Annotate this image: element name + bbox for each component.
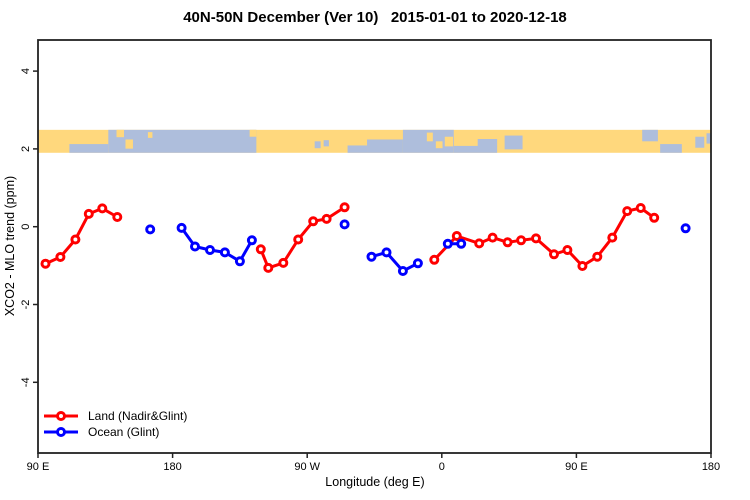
map-band-ocean-patch bbox=[695, 136, 705, 148]
land-data-point bbox=[577, 261, 588, 271]
legend-marker-land-icon bbox=[44, 411, 78, 421]
legend-item-land: Land (Nadir&Glint) bbox=[42, 408, 187, 424]
ocean-data-point bbox=[176, 222, 187, 233]
x-tick-label: 90 W bbox=[294, 461, 320, 473]
ocean-data-point bbox=[412, 258, 423, 269]
land-data-point bbox=[97, 203, 108, 214]
x-tick-label: 90 E bbox=[565, 461, 588, 473]
land-data-point bbox=[83, 208, 94, 219]
legend-marker-ocean-icon bbox=[44, 427, 78, 437]
land-data-point bbox=[451, 231, 462, 241]
ocean-data-point bbox=[234, 256, 245, 267]
map-band-ocean-patch bbox=[660, 144, 682, 153]
ocean-data-point bbox=[339, 219, 350, 230]
map-band-ocean-patch bbox=[477, 139, 498, 147]
land-data-point bbox=[474, 238, 485, 249]
legend-label-ocean: Ocean (Glint) bbox=[88, 425, 160, 439]
legend-label-land: Land (Nadir&Glint) bbox=[88, 409, 188, 423]
land-data-point bbox=[40, 258, 51, 269]
map-band-ocean-patch bbox=[69, 144, 109, 153]
land-data-point bbox=[321, 213, 332, 224]
land-data-point bbox=[487, 232, 498, 243]
y-tick-label: 4 bbox=[20, 68, 32, 74]
ocean-series-line bbox=[370, 250, 420, 273]
y-tick-label: -2 bbox=[20, 300, 32, 310]
land-data-point bbox=[562, 245, 573, 255]
map-band-island-patch bbox=[147, 132, 153, 138]
x-tick-label: 180 bbox=[702, 461, 720, 473]
land-data-point bbox=[55, 252, 66, 262]
ocean-data-point bbox=[145, 224, 156, 235]
land-data-point bbox=[429, 254, 440, 265]
land-data-point bbox=[308, 216, 319, 227]
land-data-point bbox=[263, 262, 274, 273]
land-data-point bbox=[293, 234, 304, 245]
ocean-data-point bbox=[246, 235, 257, 246]
ocean-data-point bbox=[219, 247, 230, 258]
map-band-island-patch bbox=[444, 136, 454, 147]
land-data-point bbox=[592, 251, 603, 262]
land-data-point bbox=[649, 212, 660, 223]
land-data-point bbox=[622, 206, 633, 217]
land-data-point bbox=[278, 257, 289, 268]
map-band-ocean-patch bbox=[314, 141, 321, 149]
map-band-ocean-patch bbox=[323, 140, 329, 147]
land-data-point bbox=[502, 237, 513, 248]
land-series-line bbox=[432, 206, 656, 268]
legend: Land (Nadir&Glint) Ocean (Glint) bbox=[42, 408, 187, 440]
land-data-point bbox=[607, 232, 618, 243]
land-data-point bbox=[531, 233, 541, 244]
ocean-data-point bbox=[190, 241, 200, 252]
map-band-island-patch bbox=[249, 129, 257, 137]
map-band-island-patch bbox=[435, 141, 443, 149]
y-tick-label: -4 bbox=[20, 377, 32, 387]
x-tick-label: 0 bbox=[439, 461, 445, 473]
map-band-island-patch bbox=[125, 139, 133, 149]
ocean-data-point bbox=[442, 238, 453, 249]
chart-title: 40N-50N December (Ver 10) 2015-01-01 to … bbox=[183, 9, 567, 26]
map-band-island-patch bbox=[116, 129, 124, 138]
x-tick-label: 180 bbox=[163, 461, 181, 473]
map-band-ocean-patch bbox=[367, 139, 403, 153]
map-band-ocean-patch bbox=[108, 129, 257, 153]
land-data-point bbox=[255, 244, 266, 255]
map-band-ocean-patch bbox=[453, 145, 498, 153]
ocean-data-point bbox=[205, 245, 215, 255]
land-data-point bbox=[112, 212, 123, 222]
x-axis-title: Longitude (deg E) bbox=[325, 475, 425, 489]
legend-item-ocean: Ocean (Glint) bbox=[42, 424, 187, 440]
land-data-point bbox=[549, 249, 559, 260]
ocean-data-point bbox=[680, 223, 691, 234]
ocean-data-point bbox=[366, 251, 377, 262]
land-data-point bbox=[339, 202, 350, 213]
map-band-ocean-patch bbox=[347, 145, 368, 153]
map-band-ocean-patch bbox=[504, 135, 523, 150]
ocean-data-point bbox=[381, 247, 392, 258]
land-data-point bbox=[635, 203, 646, 213]
x-tick-label: 90 E bbox=[27, 461, 50, 473]
y-tick-label: 2 bbox=[20, 146, 32, 152]
y-tick-label: 0 bbox=[20, 224, 32, 230]
land-data-point bbox=[516, 235, 527, 246]
land-data-point bbox=[70, 234, 81, 245]
ocean-data-point bbox=[456, 238, 467, 249]
plot-border bbox=[37, 39, 712, 454]
map-band-ocean-patch bbox=[706, 133, 711, 144]
map-band-ocean-patch bbox=[642, 129, 658, 142]
ocean-data-point bbox=[397, 266, 408, 276]
map-band-island-patch bbox=[426, 132, 433, 142]
